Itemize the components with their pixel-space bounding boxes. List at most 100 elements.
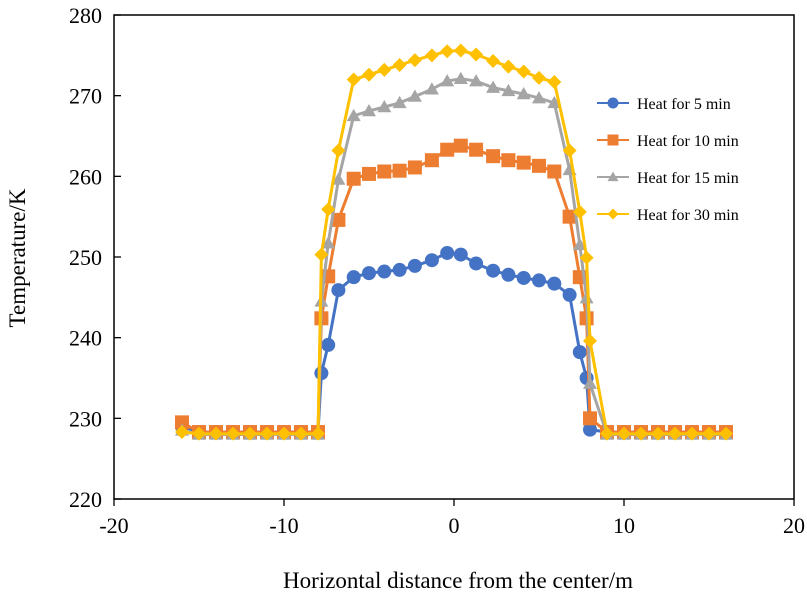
data-point: [583, 411, 597, 426]
y-tick-label: 230: [69, 406, 102, 431]
data-point: [702, 426, 716, 441]
data-point: [516, 64, 531, 79]
data-point: [532, 70, 546, 85]
legend-item: Heat for 10 min: [597, 133, 739, 150]
data-point: [392, 58, 407, 73]
data-point: [346, 171, 361, 186]
data-point: [377, 264, 392, 279]
data-point: [424, 153, 439, 168]
x-tick-label: -10: [269, 513, 298, 538]
data-point: [346, 270, 361, 285]
x-tick-label: 10: [613, 513, 635, 538]
data-point: [377, 164, 392, 179]
data-point: [226, 426, 240, 441]
data-point: [634, 426, 648, 441]
legend-item: Heat for 5 min: [597, 96, 731, 113]
data-point: [407, 160, 422, 175]
data-point: [486, 263, 501, 278]
data-point: [331, 283, 346, 298]
legend-marker: [607, 171, 619, 182]
x-tick-label: 20: [783, 513, 805, 538]
data-point: [562, 287, 577, 302]
data-point: [572, 345, 587, 360]
series-layer: [175, 43, 733, 441]
legend-marker: [607, 134, 619, 146]
y-tick-label: 260: [69, 164, 102, 189]
data-point: [583, 333, 597, 348]
data-point: [331, 143, 346, 158]
data-point: [209, 426, 223, 441]
data-point: [668, 426, 682, 441]
data-point: [424, 82, 439, 95]
data-point: [532, 273, 546, 288]
y-tick-label: 270: [69, 84, 102, 109]
data-point: [175, 415, 189, 430]
data-point: [501, 153, 516, 168]
data-point: [294, 426, 308, 441]
y-axis-title: Temperature/K: [5, 188, 30, 327]
data-point: [321, 202, 336, 217]
data-point: [362, 67, 376, 82]
data-point: [362, 266, 376, 281]
data-point: [440, 245, 455, 260]
data-point: [486, 149, 501, 164]
data-point: [516, 155, 531, 170]
data-point: [453, 247, 468, 262]
data-point: [331, 212, 346, 227]
data-point: [547, 95, 562, 109]
data-point: [424, 253, 439, 268]
data-point: [175, 425, 189, 440]
data-point: [719, 426, 733, 441]
data-point: [277, 426, 291, 441]
data-point: [440, 44, 455, 59]
data-point: [321, 337, 336, 352]
data-point: [583, 376, 597, 389]
data-point: [407, 53, 422, 68]
data-point: [392, 262, 407, 277]
series-4: [175, 43, 733, 441]
data-point: [346, 108, 361, 122]
data-point: [392, 95, 407, 109]
data-point: [440, 74, 455, 87]
data-point: [651, 426, 665, 441]
data-point: [532, 91, 546, 104]
data-point: [243, 426, 257, 441]
data-point: [501, 267, 516, 282]
data-point: [600, 426, 614, 441]
y-tick-label: 250: [69, 245, 102, 270]
data-point: [192, 426, 206, 441]
data-point: [547, 74, 562, 89]
data-point: [547, 164, 562, 179]
data-point: [362, 166, 376, 181]
data-point: [260, 426, 274, 441]
data-point: [486, 80, 501, 93]
data-point: [532, 158, 546, 173]
y-tick-label: 240: [69, 326, 102, 351]
legend-marker: [607, 97, 619, 109]
data-point: [424, 48, 439, 63]
data-point: [321, 236, 336, 249]
y-tick-label: 280: [69, 3, 102, 28]
x-axis-title: Horizontal distance from the center/m: [283, 568, 633, 593]
data-point: [453, 138, 468, 153]
data-point: [469, 142, 484, 157]
legend-label: Heat for 15 min: [637, 170, 739, 187]
data-point: [562, 209, 577, 224]
data-point: [331, 172, 346, 185]
legend-marker: [607, 208, 619, 220]
data-point: [579, 291, 594, 304]
data-point: [362, 103, 376, 117]
data-point: [516, 270, 531, 285]
data-point: [583, 422, 597, 437]
data-point: [377, 62, 392, 77]
legend-label: Heat for 30 min: [637, 207, 739, 224]
legend-item: Heat for 30 min: [597, 207, 739, 224]
legend-item: Heat for 15 min: [597, 170, 739, 187]
data-point: [501, 83, 516, 97]
data-point: [453, 43, 468, 58]
data-point: [311, 426, 325, 441]
legend: Heat for 5 min Heat for 10 min Heat for 15…: [597, 96, 739, 224]
data-point: [377, 99, 392, 113]
data-point: [453, 71, 468, 84]
